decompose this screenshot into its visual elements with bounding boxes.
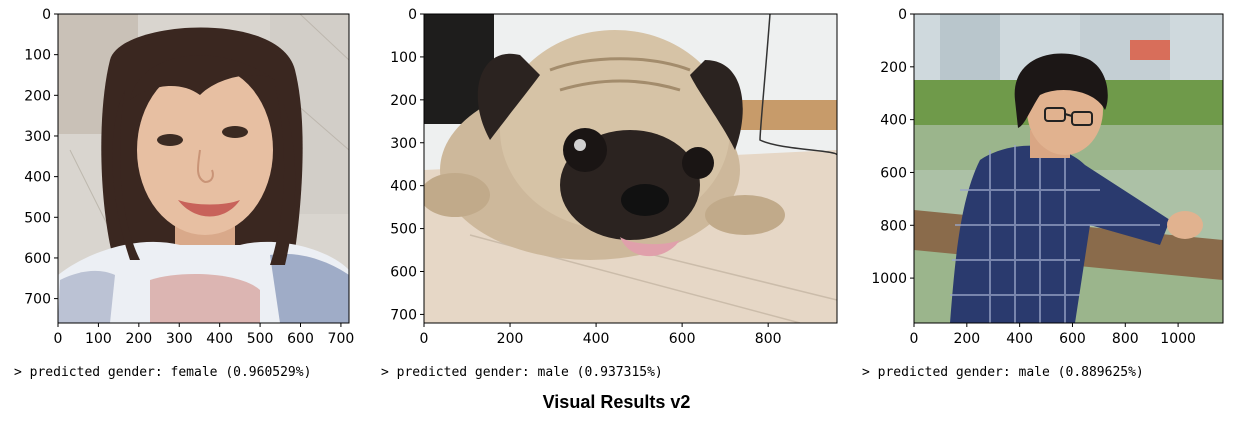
panel-2-image [424, 14, 837, 323]
panel-2-ytick-label: 200 [390, 93, 417, 109]
panel-3-image [914, 14, 1223, 323]
panel-2-ytick-label: 100 [390, 50, 417, 66]
panel-3-ytick-label: 600 [880, 165, 907, 181]
panel-1-ytick-label: 100 [24, 48, 51, 64]
panel-1-xtick-label: 700 [328, 331, 355, 347]
panel-2-ytick-label: 500 [390, 222, 417, 238]
panel-3-xtick-label: 400 [1006, 331, 1033, 347]
panel-2-xtick-label: 400 [583, 331, 610, 347]
panel-3-xtick-label: 800 [1112, 331, 1139, 347]
panel-3-caption: > predicted gender: male (0.889625%) [862, 365, 1144, 380]
panel-1-image [58, 14, 349, 323]
panel-1-ytick-label: 0 [42, 7, 51, 23]
panel-2-ytick-label: 0 [408, 7, 417, 23]
panel-3-ytick-label: 0 [898, 7, 907, 23]
figure-title: Visual Results v2 [542, 392, 691, 412]
panel-2-ytick-label: 300 [390, 136, 417, 152]
panel-2-xtick-label: 0 [420, 331, 429, 347]
panel-2-caption: > predicted gender: male (0.937315%) [381, 365, 663, 380]
ticks-layer: 0 100 200 300 400 500 600 700010020030040050060… [24, 7, 1196, 347]
panel-1-xtick-label: 300 [166, 331, 193, 347]
panel-2-ytick-label: 700 [390, 307, 417, 323]
panel-1-xtick-label: 500 [247, 331, 274, 347]
panel-1-ytick-label: 400 [24, 170, 51, 186]
panel-3-ytick-label: 1000 [871, 271, 907, 287]
panel-3-ytick-label: 200 [880, 60, 907, 76]
panel-1-ytick-label: 300 [24, 129, 51, 145]
panel-2-xtick-label: 600 [669, 331, 696, 347]
panel-1-caption: > predicted gender: female (0.960529%) [14, 365, 312, 380]
panel-1-ytick-label: 500 [24, 210, 51, 226]
panel-3 [913, 13, 1224, 324]
panel-3-ytick-label: 400 [880, 113, 907, 129]
panel-1-xtick-label: 0 [54, 331, 63, 347]
panel-1 [57, 13, 350, 324]
panel-3-xtick-label: 1000 [1160, 331, 1196, 347]
panel-1-xtick-label: 100 [85, 331, 112, 347]
panel-3-frame [913, 13, 1224, 324]
panel-2-xtick-label: 200 [497, 331, 524, 347]
panel-2-ytick-label: 600 [390, 265, 417, 281]
panel-2-ytick-label: 400 [390, 179, 417, 195]
panel-1-xtick-label: 400 [206, 331, 233, 347]
panel-2-frame [423, 13, 838, 324]
panel-2 [423, 13, 838, 324]
panel-3-ytick-label: 800 [880, 218, 907, 234]
panel-1-frame [57, 13, 350, 324]
panel-2-xtick-label: 800 [755, 331, 782, 347]
panel-1-ytick-label: 600 [24, 251, 51, 267]
panel-1-xtick-label: 600 [287, 331, 314, 347]
panel-3-xtick-label: 200 [953, 331, 980, 347]
panel-1-xtick-label: 200 [125, 331, 152, 347]
panel-1-ytick-label: 200 [24, 88, 51, 104]
panel-3-xtick-label: 0 [910, 331, 919, 347]
panel-3-xtick-label: 600 [1059, 331, 1086, 347]
panel-1-ytick-label: 700 [24, 292, 51, 308]
